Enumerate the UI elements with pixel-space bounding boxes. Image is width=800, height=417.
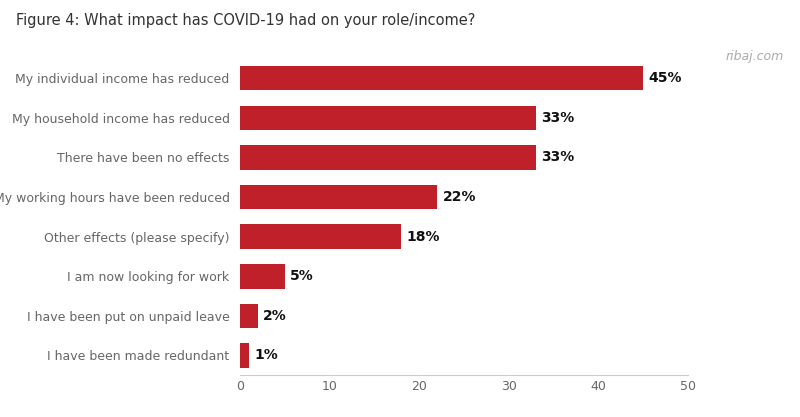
Text: 2%: 2% — [263, 309, 287, 323]
Text: 1%: 1% — [254, 349, 278, 362]
Bar — [240, 224, 402, 249]
Bar — [240, 343, 249, 368]
Bar — [240, 106, 536, 130]
Text: 45%: 45% — [649, 71, 682, 85]
Text: 22%: 22% — [442, 190, 476, 204]
Bar — [240, 264, 285, 289]
Bar — [240, 66, 643, 90]
Text: 18%: 18% — [406, 230, 440, 244]
Text: 33%: 33% — [541, 151, 574, 164]
Bar — [240, 185, 437, 209]
Text: ribaj.com: ribaj.com — [726, 50, 784, 63]
Text: 33%: 33% — [541, 111, 574, 125]
Text: Figure 4: What impact has COVID-19 had on your role/income?: Figure 4: What impact has COVID-19 had o… — [16, 13, 475, 28]
Text: 5%: 5% — [290, 269, 314, 283]
Bar — [240, 304, 258, 328]
Bar — [240, 145, 536, 170]
